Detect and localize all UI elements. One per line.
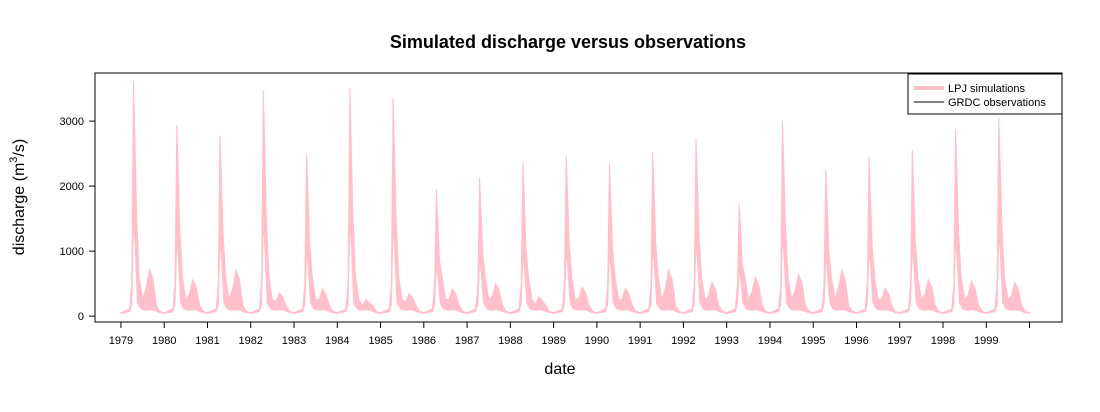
legend: LPJ simulations GRDC observations — [907, 73, 1063, 115]
legend-label-simulations: LPJ simulations — [948, 83, 1026, 95]
x-axis-label: date — [544, 361, 575, 378]
simulation-band-1979 — [120, 81, 165, 315]
simulation-band-1992 — [682, 137, 728, 315]
x-tick-label: 1993 — [714, 335, 738, 347]
legend-label-observations: GRDC observations — [948, 97, 1046, 109]
chart-title: Simulated discharge versus observations — [390, 32, 746, 52]
simulation-band-1989 — [553, 156, 598, 315]
x-tick-label: 1995 — [801, 335, 825, 347]
x-tick-label: 1988 — [498, 335, 522, 347]
simulation-band-1999 — [985, 117, 1031, 315]
x-tick-label: 1985 — [368, 335, 392, 347]
simulation-band-1983 — [293, 153, 338, 315]
y-tick-label: 0 — [78, 311, 84, 323]
simulation-band-1995 — [812, 169, 857, 315]
simulation-band-1980 — [163, 124, 208, 315]
x-tick-label: 1994 — [758, 335, 782, 347]
x-tick-label: 1996 — [844, 335, 868, 347]
simulation-band-1998 — [942, 130, 987, 315]
y-axis-label: discharge (m3/s) — [8, 139, 28, 255]
x-tick-label: 1982 — [239, 335, 263, 347]
x-tick-label: 1987 — [455, 335, 479, 347]
y-axis-label-main: discharge (m — [11, 163, 28, 255]
x-axis: 1979 1980 1981 1982 1983 1984 1985 1986 1987 1988… — [109, 321, 1031, 347]
simulation-band-1996 — [856, 156, 901, 315]
simulation-band-1986 — [423, 189, 468, 315]
y-tick-label: 2000 — [60, 181, 84, 193]
simulation-band-1985 — [380, 98, 425, 315]
simulation-band-1981 — [207, 135, 252, 315]
legend-box — [907, 73, 1063, 115]
y-tick-label: 1000 — [60, 246, 84, 258]
x-tick-label: 1984 — [325, 335, 349, 347]
y-axis: 0 1000 2000 3000 — [60, 116, 96, 323]
x-tick-label: 1986 — [412, 335, 436, 347]
y-axis-label-tail: /s) — [11, 139, 28, 157]
simulation-band-layer — [120, 81, 1031, 315]
x-tick-label: 1991 — [628, 335, 652, 347]
x-tick-label: 1979 — [109, 335, 133, 347]
simulation-band-1991 — [639, 152, 684, 315]
x-tick-label: 1989 — [541, 335, 565, 347]
simulation-band-1987 — [466, 177, 511, 315]
y-tick-label: 3000 — [60, 116, 84, 128]
x-tick-label: 1980 — [152, 335, 176, 347]
x-tick-label: 1997 — [888, 335, 912, 347]
x-tick-label: 1998 — [931, 335, 955, 347]
x-tick-label: 1990 — [585, 335, 609, 347]
simulation-band-1994 — [769, 120, 814, 315]
simulation-band-1997 — [899, 149, 944, 315]
simulation-band-1993 — [726, 203, 771, 315]
simulation-band-1990 — [596, 163, 641, 315]
simulation-band-1988 — [509, 161, 555, 315]
y-axis-label-superscript: 3 — [8, 157, 20, 163]
x-tick-label: 1983 — [282, 335, 306, 347]
simulation-band-1982 — [250, 89, 295, 315]
x-tick-label: 1999 — [974, 335, 998, 347]
x-tick-label: 1992 — [671, 335, 695, 347]
x-tick-label: 1981 — [195, 335, 219, 347]
simulation-band-1984 — [336, 87, 382, 315]
